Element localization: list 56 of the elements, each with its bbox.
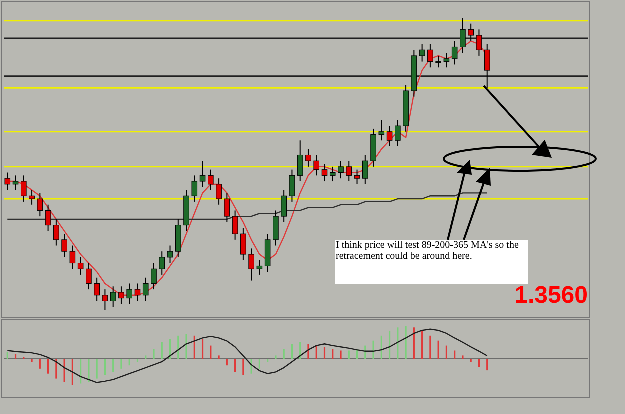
candlestick bbox=[45, 204, 52, 232]
candlestick bbox=[330, 166, 336, 182]
candlestick bbox=[94, 277, 100, 302]
candlestick bbox=[297, 140, 304, 182]
candlestick bbox=[126, 283, 132, 305]
candlestick bbox=[159, 251, 166, 276]
candlestick bbox=[289, 169, 296, 202]
candlestick bbox=[248, 248, 254, 282]
candlestick bbox=[4, 172, 11, 191]
text: 1.3560 bbox=[514, 282, 588, 309]
candlestick bbox=[192, 175, 198, 202]
candlestick bbox=[208, 169, 214, 191]
candlestick bbox=[54, 218, 60, 246]
candlestick bbox=[78, 256, 84, 276]
candlestick bbox=[444, 52, 450, 68]
candlestick bbox=[428, 44, 434, 68]
candlestick bbox=[322, 164, 328, 182]
candlestick bbox=[200, 160, 206, 188]
candlestick bbox=[134, 283, 141, 302]
candlestick bbox=[29, 190, 35, 206]
candlestick bbox=[37, 192, 44, 218]
candlestick bbox=[306, 148, 312, 168]
candlestick bbox=[484, 44, 490, 89]
candlestick bbox=[419, 44, 426, 62]
candlestick bbox=[346, 160, 352, 182]
candlestick bbox=[452, 40, 458, 66]
candlestick bbox=[386, 126, 393, 147]
candlestick bbox=[86, 262, 92, 290]
candlestick bbox=[167, 245, 174, 264]
candlestick bbox=[102, 289, 108, 310]
candlestick bbox=[395, 120, 401, 147]
candlestick bbox=[436, 55, 442, 68]
candlestick bbox=[232, 210, 238, 240]
candlestick bbox=[142, 277, 149, 302]
candlestick bbox=[281, 190, 287, 223]
annotation: I think price will test 89-200-365 MA's so the retracement could be around here. bbox=[336, 240, 520, 262]
candlestick bbox=[70, 245, 76, 270]
candlestick bbox=[468, 23, 474, 42]
candlestick bbox=[460, 18, 466, 54]
candlestick bbox=[12, 175, 19, 191]
candlestick bbox=[338, 160, 344, 180]
candlestick bbox=[110, 286, 116, 308]
candlestick bbox=[314, 154, 320, 176]
candlestick bbox=[273, 210, 279, 246]
candlestick bbox=[118, 286, 124, 305]
candlestick bbox=[256, 260, 263, 276]
candlestick bbox=[224, 192, 230, 223]
candlestick bbox=[62, 234, 68, 258]
candlestick bbox=[21, 175, 27, 202]
candlestick bbox=[378, 120, 385, 142]
candlestick bbox=[240, 228, 246, 261]
candlestick bbox=[476, 29, 482, 56]
candlestick bbox=[151, 262, 157, 290]
candlestick bbox=[216, 178, 222, 206]
candlestick bbox=[354, 169, 360, 185]
candlestick bbox=[362, 154, 368, 185]
